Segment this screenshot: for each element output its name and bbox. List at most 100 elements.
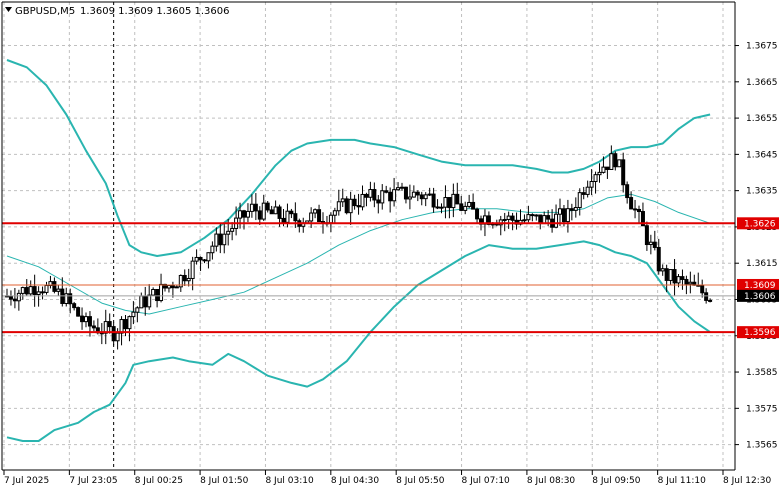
candle — [644, 221, 649, 251]
time-tick-label: 7 Jul 23:05 — [69, 476, 117, 486]
candle — [360, 185, 365, 211]
candle — [178, 274, 183, 292]
candle-body — [467, 201, 472, 207]
lower-band-line — [6, 240, 711, 442]
candle-body — [340, 198, 345, 203]
time-tick-label: 8 Jul 03:10 — [265, 476, 314, 486]
candle — [629, 191, 634, 210]
candle-body — [581, 192, 586, 195]
candle — [396, 182, 401, 191]
candle-body — [419, 194, 424, 200]
candle-body — [522, 219, 527, 222]
candle-body — [218, 233, 223, 246]
candle-body — [135, 307, 140, 313]
candle-body — [411, 191, 416, 198]
candle — [431, 187, 436, 213]
time-tick-label: 8 Jul 05:50 — [396, 476, 445, 486]
candle — [135, 306, 140, 323]
price-level-badge-label: 1.3596 — [744, 328, 776, 338]
candle — [423, 192, 428, 207]
candle — [64, 287, 69, 307]
candle-body — [427, 193, 432, 196]
candle-body — [684, 278, 689, 285]
candle-body — [708, 299, 713, 302]
time-tick-label: 8 Jul 09:50 — [592, 476, 641, 486]
candle-body — [123, 319, 128, 330]
candle-body — [155, 289, 160, 302]
candle-body — [151, 289, 156, 296]
candle — [32, 274, 37, 307]
candle-body — [356, 205, 361, 208]
candle — [510, 212, 515, 231]
candle — [317, 204, 322, 223]
candle-body — [336, 201, 341, 212]
candle — [411, 185, 416, 198]
candle-body — [230, 227, 235, 232]
candle — [131, 301, 136, 325]
candle — [194, 249, 199, 265]
candle-body — [656, 246, 661, 272]
candle — [625, 181, 630, 204]
candle-body — [261, 202, 266, 220]
candle-body — [36, 291, 41, 295]
candle-body — [245, 210, 250, 218]
candle-body — [360, 193, 365, 208]
candle-body — [664, 268, 669, 281]
candle — [601, 156, 606, 174]
chart-header: GBPUSD,M5 1.3609 1.3609 1.3605 1.3606 — [5, 6, 230, 17]
symbol-dropdown-triangle-icon[interactable] — [5, 7, 12, 12]
candle — [400, 182, 404, 191]
candle-body — [451, 193, 456, 209]
candle — [708, 298, 713, 303]
candle-body — [131, 311, 136, 318]
price-tick-label: 1.3575 — [746, 404, 778, 414]
candle-body — [443, 197, 448, 208]
candle-body — [613, 153, 618, 168]
candle-body — [206, 252, 211, 262]
candle-body — [475, 208, 480, 220]
candle — [12, 287, 17, 309]
candle — [313, 208, 318, 219]
time-tick-label: 8 Jul 01:50 — [200, 476, 249, 486]
candlesticks — [5, 145, 713, 350]
candle-body — [186, 277, 191, 282]
candle-body — [388, 191, 393, 202]
candle-body — [546, 215, 551, 220]
candle — [459, 196, 464, 212]
candle — [119, 316, 124, 346]
candle — [40, 286, 45, 300]
candle — [230, 222, 235, 241]
candle — [621, 152, 626, 193]
candle-body — [403, 186, 408, 200]
candle-body — [32, 286, 37, 295]
candle — [332, 207, 337, 224]
candle — [76, 306, 81, 317]
candle-body — [20, 287, 25, 294]
candle — [589, 169, 594, 196]
candle-body — [617, 159, 622, 168]
middle-band-line — [6, 193, 711, 315]
candle — [656, 238, 661, 275]
candle-body — [463, 205, 468, 211]
candle — [573, 197, 578, 218]
candle-body — [660, 268, 665, 272]
candle-body — [415, 191, 420, 196]
candle-body — [202, 259, 207, 262]
candle — [103, 309, 108, 345]
candle — [80, 307, 85, 330]
price-level-badge — [737, 278, 779, 291]
candle — [24, 279, 29, 296]
candle — [84, 312, 88, 328]
price-level-badge — [737, 326, 779, 339]
candle — [48, 275, 53, 289]
upper-band-line — [6, 59, 711, 257]
candle-body — [609, 153, 614, 170]
candle — [577, 188, 582, 216]
candle — [392, 177, 397, 207]
candle-body — [601, 166, 606, 173]
candle — [427, 187, 432, 197]
candle — [107, 313, 112, 334]
candle-body — [293, 213, 298, 222]
time-tick-label: 8 Jul 07:10 — [462, 476, 511, 486]
